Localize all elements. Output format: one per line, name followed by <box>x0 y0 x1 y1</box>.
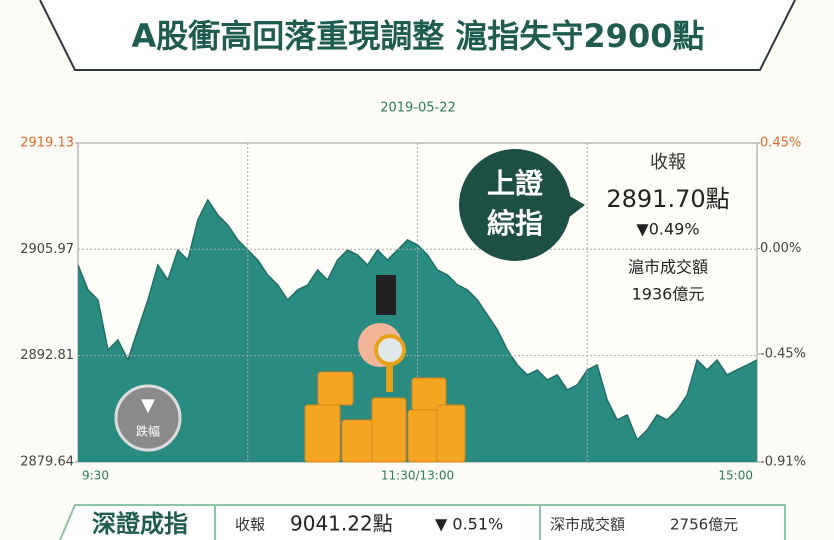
close: 2891.70點 <box>606 185 729 213</box>
y-tick-label: 2919.13 <box>20 136 74 151</box>
badge-label: 跌幅 <box>136 424 160 439</box>
bottom-change: ▼ 0.51% <box>435 515 503 534</box>
x-tick-label: 11:30/13:00 <box>381 469 454 483</box>
bottom-close: 9041.22點 <box>290 512 393 536</box>
coins <box>304 371 466 463</box>
close-label: 收報 <box>650 152 686 173</box>
x-tick-label: 15:00 <box>718 469 753 483</box>
x-tick-label: 9:30 <box>82 469 109 483</box>
change: ▼0.49% <box>636 220 699 239</box>
index-name: 上證 <box>487 167 544 200</box>
index-bubble <box>459 149 571 261</box>
y2-tick-label: 0.45% <box>760 136 801 151</box>
bottom-close-label: 收報 <box>235 516 265 534</box>
bubble-pointer <box>568 195 585 218</box>
y-tick-label: 2879.64 <box>20 455 74 470</box>
volume: 1936億元 <box>632 285 705 304</box>
date: 2019-05-22 <box>380 101 456 116</box>
index-name: 綜指 <box>487 207 543 240</box>
title-frame <box>39 0 796 71</box>
badge-arrow: ▼ <box>141 395 155 416</box>
hand-magnifier <box>358 275 406 392</box>
y2-tick-label: 0.00% <box>760 241 801 256</box>
bottom-volume: 2756億元 <box>670 516 738 534</box>
y-tick-label: 2905.97 <box>20 242 74 257</box>
y2-tick-label: -0.45% <box>760 347 806 362</box>
badge <box>114 384 182 452</box>
y2-tick-label: -0.91% <box>760 455 806 470</box>
bottom-volume-label: 深市成交額 <box>550 516 625 534</box>
title: A股衝高回落重現調整 滬指失守2900點 <box>132 17 705 55</box>
bottom-index-name: 深證成指 <box>92 510 188 538</box>
plot: 2919.13 2905.97 2892.81 2879.64 0.45% 0.00% -0… <box>20 136 806 483</box>
y-tick-label: 2892.81 <box>20 348 74 363</box>
volume-label: 滬市成交額 <box>628 258 708 277</box>
bottom-bar <box>214 504 786 540</box>
